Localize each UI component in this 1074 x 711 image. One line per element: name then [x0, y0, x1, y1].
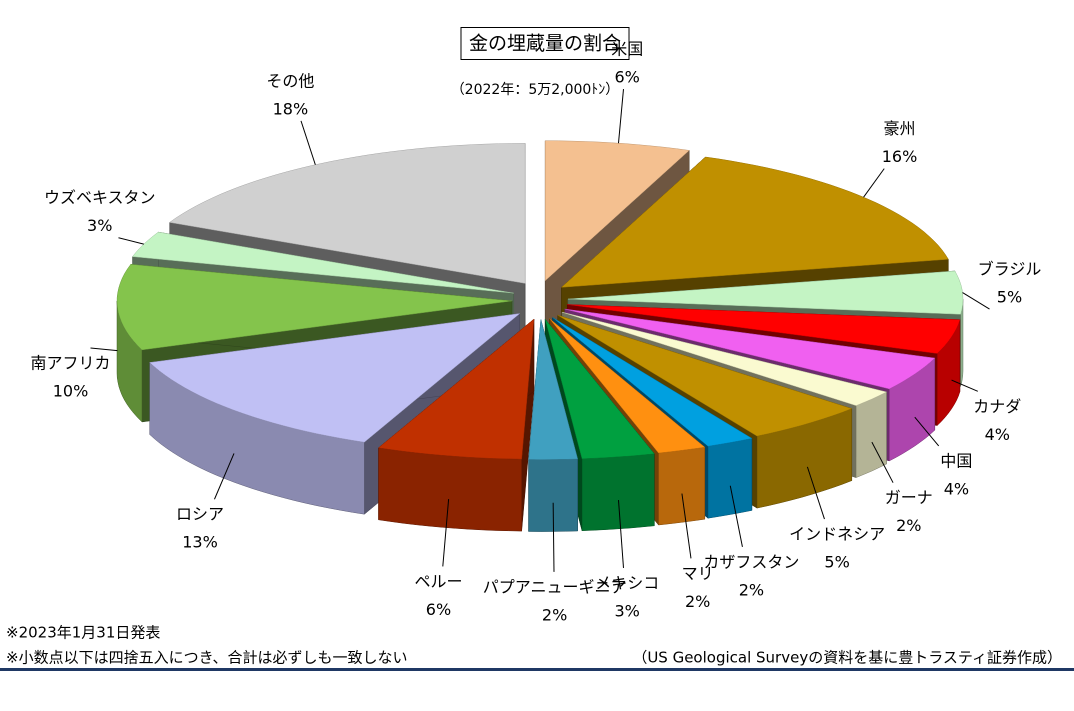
slice-label: その他 — [266, 71, 314, 90]
slice — [149, 313, 521, 443]
leader-line — [118, 237, 144, 245]
leader-line — [300, 120, 316, 165]
slice-value: 4% — [985, 425, 1010, 444]
slice — [377, 318, 535, 460]
slice-value: 16% — [882, 147, 918, 166]
slice — [544, 140, 690, 282]
slice-label: メキシコ — [595, 573, 659, 592]
leader-line — [914, 416, 940, 447]
slice-value: 2% — [542, 605, 567, 624]
chart-title: 金の埋蔵量の割合 — [469, 33, 621, 55]
slice-label: ガーナ — [885, 488, 933, 507]
note: ※2023年1月31日発表 — [6, 624, 160, 642]
chart-subtitle: （2022年：5万2,000ﾄﾝ） — [451, 82, 620, 98]
slice-value: 5% — [997, 288, 1022, 307]
slice-label: カナダ — [973, 397, 1021, 416]
slice — [132, 231, 514, 294]
slice-value: 3% — [87, 216, 112, 235]
slice-value: 2% — [896, 516, 921, 535]
slice — [561, 311, 888, 406]
leader-line — [962, 292, 990, 310]
slice-value: 13% — [182, 533, 218, 552]
slice-wall — [707, 438, 753, 519]
slice-value: 4% — [944, 479, 969, 498]
slice-value: 5% — [824, 553, 849, 572]
labels: 米国 6% 豪州 16% ブラジル 5% カナダ 4% 中国 4% ガーナ 2% インドネシア 5% カザフ… — [31, 40, 1042, 625]
slice-value: 6% — [426, 600, 451, 619]
slice — [567, 270, 964, 315]
slice-value: 18% — [273, 99, 309, 118]
slice-label: ブラジル — [978, 260, 1042, 279]
slice-wall — [855, 391, 887, 478]
slice-value: 2% — [685, 592, 710, 611]
leader-line — [871, 441, 894, 483]
leader-line — [863, 168, 885, 198]
footer-line — [0, 668, 1074, 671]
slice — [528, 319, 579, 460]
leader-line — [617, 89, 624, 144]
slice-label: インドネシア — [789, 525, 885, 544]
slice-label: 豪州 — [884, 119, 916, 138]
slice-value: 6% — [615, 68, 640, 87]
leader-line — [552, 502, 555, 572]
slice-label: ロシア — [176, 505, 224, 524]
leader-line — [90, 347, 118, 352]
leader-line — [442, 498, 450, 567]
slice — [564, 308, 936, 390]
slice-label: パプアニューギニア — [483, 577, 627, 596]
title-box — [460, 27, 630, 60]
slice-label: 米国 — [611, 40, 643, 59]
slice-label: ペルー — [414, 572, 462, 591]
note: ※小数点以下は四捨五入につき、合計は必ずしも一致しない — [6, 649, 408, 667]
slice — [544, 319, 655, 459]
slice-value: 2% — [739, 580, 764, 599]
slice — [560, 156, 949, 288]
slice — [549, 318, 706, 454]
slice-label: 中国 — [940, 451, 972, 470]
leader-line — [214, 453, 235, 500]
leader-line — [681, 493, 692, 559]
slice-wall — [581, 453, 655, 531]
slice — [567, 304, 961, 354]
leader-line — [806, 466, 825, 520]
slice — [552, 317, 753, 447]
pie — [116, 140, 964, 532]
slice-wall — [658, 446, 706, 526]
slice-label: ウズベキスタン — [44, 188, 156, 207]
slice-value: 10% — [53, 381, 89, 400]
slice-label: カザフスタン — [703, 552, 799, 571]
leader-line — [617, 499, 624, 568]
slice — [557, 314, 853, 437]
leader-line — [729, 485, 743, 547]
slice-wall — [378, 447, 522, 532]
slice-value: 3% — [615, 601, 640, 620]
slice — [116, 264, 513, 351]
source: （US Geological Surveyの資料を基に豊トラスティ証券作成） — [632, 649, 1062, 667]
leader-line — [951, 379, 979, 392]
slice-label: 南アフリカ — [31, 353, 111, 372]
slice-label: マリ — [682, 564, 714, 583]
